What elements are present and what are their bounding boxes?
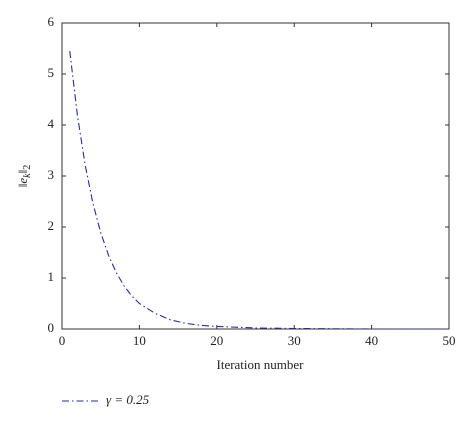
- data-line: [69, 50, 449, 330]
- x-tick-label: 20: [210, 333, 223, 348]
- legend-label: γ = 0.25: [106, 392, 150, 407]
- x-axis-label: Iteration number: [217, 357, 305, 372]
- y-axis-label: ‖ek‖2: [15, 165, 33, 188]
- plot-frame: [61, 22, 450, 330]
- y-tick-label: 3: [48, 167, 55, 182]
- x-tick-label: 0: [59, 333, 66, 348]
- x-tick-label: 10: [133, 333, 146, 348]
- y-tick-label: 2: [48, 218, 55, 233]
- y-tick-label: 0: [48, 320, 55, 335]
- y-tick-label: 5: [48, 65, 55, 80]
- y-tick-label: 1: [48, 269, 55, 284]
- y-tick-label: 4: [48, 116, 55, 131]
- x-tick-label: 40: [365, 333, 378, 348]
- x-tick-label: 50: [443, 333, 456, 348]
- y-tick-label: 6: [48, 14, 55, 29]
- x-tick-label: 30: [288, 333, 301, 348]
